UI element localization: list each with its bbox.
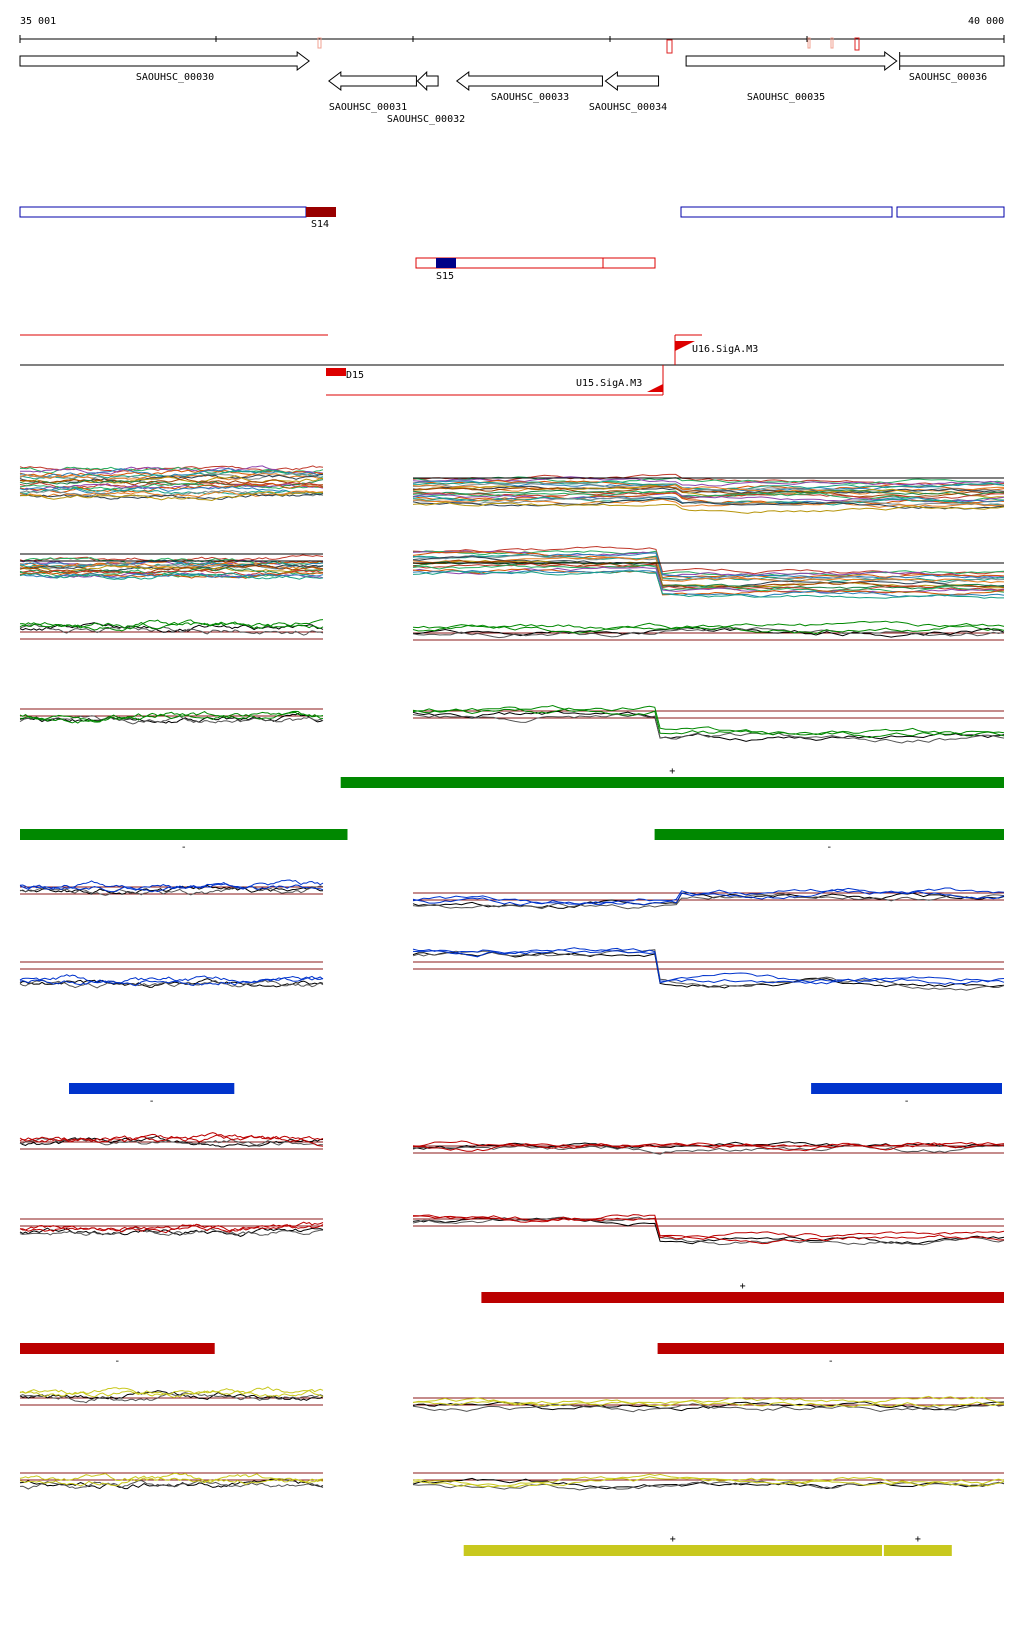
condition-bar[interactable] [481, 1292, 1004, 1303]
multi-condition-trace-panel [19, 465, 324, 502]
condition-bars: + - - - - + - - + + [20, 766, 1004, 1556]
gene-arrow[interactable] [328, 71, 417, 91]
gene-arrow[interactable] [455, 71, 603, 91]
gene-label: SAOUHSC_00035 [747, 92, 825, 103]
gene-arrow[interactable] [416, 70, 439, 92]
multi-condition-trace-panel [412, 545, 1005, 599]
segment-s15-label: S15 [436, 271, 454, 282]
segment-outline [19, 206, 307, 218]
condition-bar-sign: - [826, 842, 832, 853]
segment-s14-label: S14 [311, 219, 329, 230]
segment-s15-block[interactable] [436, 258, 456, 268]
transcription-unit-track: D15 U15.SigA.M3 U16.SigA.M3 [20, 334, 1004, 396]
tu-d15-block[interactable] [326, 368, 346, 376]
condition-bar[interactable] [654, 829, 1004, 840]
condition-trace-panel [412, 947, 1005, 991]
gene-label: SAOUHSC_00036 [909, 72, 987, 83]
condition-bar[interactable] [20, 829, 348, 840]
condition-bar-sign: + [669, 766, 675, 777]
gene-arrow[interactable] [604, 71, 660, 91]
segment-outline [896, 206, 1005, 218]
condition-trace-panel [412, 1395, 1005, 1413]
condition-trace-panel [19, 708, 324, 725]
end-coordinate-label: 40 000 [968, 16, 1004, 27]
condition-bar[interactable] [20, 1343, 215, 1354]
condition-trace-panel [19, 1472, 324, 1490]
segment-s14-block[interactable] [306, 207, 336, 217]
condition-bar[interactable] [657, 1343, 1004, 1354]
multi-condition-trace-panel [19, 554, 324, 580]
condition-bar-sign: - [904, 1096, 910, 1107]
condition-trace-panel [19, 961, 324, 989]
condition-bar-sign: - [828, 1356, 834, 1367]
condition-trace-panel [412, 704, 1005, 744]
gene-arrow[interactable] [899, 52, 1005, 70]
condition-bar-sign: + [740, 1281, 746, 1292]
condition-bar-sign: - [114, 1356, 120, 1367]
promoter-flag-icon [647, 384, 663, 392]
gene-label: SAOUHSC_00032 [387, 114, 465, 125]
gene-label: SAOUHSC_00030 [136, 72, 214, 83]
gene-label: SAOUHSC_00031 [329, 102, 407, 113]
condition-trace-panel [412, 1472, 1005, 1491]
gene-arrow[interactable] [685, 51, 898, 71]
tu-u15-label: U15.SigA.M3 [576, 378, 642, 389]
condition-bar-sign: - [149, 1096, 155, 1107]
condition-trace-panel [412, 620, 1005, 641]
promoter-flag-icon [675, 341, 695, 351]
condition-bar-sign: + [670, 1534, 676, 1545]
condition-trace-panel [412, 887, 1005, 910]
tu-d15-label: D15 [346, 370, 364, 381]
condition-trace-panel [19, 1218, 324, 1237]
condition-trace-panel [19, 1386, 324, 1406]
gene-label: SAOUHSC_00034 [589, 102, 667, 113]
condition-trace-panel [412, 1140, 1005, 1155]
gene-label: SAOUHSC_00033 [491, 92, 569, 103]
multi-condition-trace-panel [412, 473, 1005, 514]
expression-profiles [19, 465, 1005, 1491]
condition-bar[interactable] [69, 1083, 235, 1094]
condition-bar[interactable] [340, 777, 1004, 788]
segment-outline-red [415, 257, 656, 269]
tu-u16-label: U16.SigA.M3 [692, 344, 758, 355]
condition-trace-panel [412, 1214, 1005, 1246]
coordinate-ruler: 35 001 40 000 [19, 16, 1005, 54]
condition-bar-sign: + [915, 1534, 921, 1545]
segment-track: S14 S15 [19, 206, 1005, 282]
condition-bar[interactable] [463, 1545, 882, 1556]
condition-bar[interactable] [811, 1083, 1002, 1094]
start-coordinate-label: 35 001 [20, 16, 56, 27]
condition-trace-panel [19, 619, 324, 640]
condition-bar[interactable] [883, 1545, 952, 1556]
condition-trace-panel [19, 879, 324, 896]
condition-trace-panel [19, 1132, 324, 1150]
condition-bar-sign: - [181, 842, 187, 853]
segment-outline [680, 206, 893, 218]
gene-arrow[interactable] [19, 51, 310, 71]
